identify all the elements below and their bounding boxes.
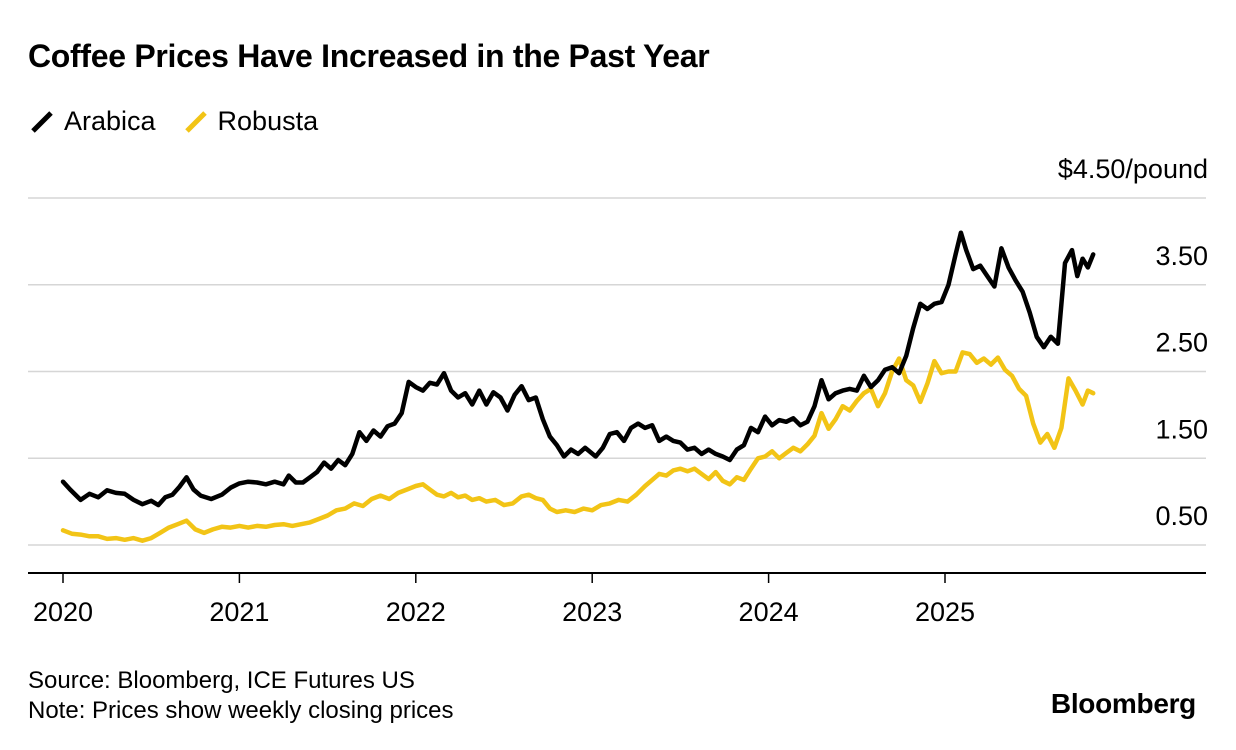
y-axis-ticks: $4.50/pound 3.50 2.50 1.50 0.50: [1058, 154, 1208, 531]
x-axis: 2020 2021 2022 2023 2024 2025: [28, 572, 1206, 627]
x-tick-label: 2022: [386, 597, 446, 627]
x-tick-label: 2021: [209, 597, 269, 627]
source-note: Source: Bloomberg, ICE Futures US: [28, 667, 415, 694]
legend-item-robusta: Robusta: [182, 106, 319, 137]
bloomberg-logo: Bloomberg: [1050, 688, 1196, 719]
legend-label-robusta: Robusta: [217, 106, 319, 136]
legend: Arabica Robusta: [28, 106, 344, 137]
series-lines: [60, 230, 1096, 543]
y-tick-label: 2.50: [1155, 328, 1208, 358]
series-line-robusta: [60, 350, 1096, 543]
x-tick-label: 2023: [562, 597, 622, 627]
y-tick-label: 1.50: [1155, 414, 1208, 444]
y-tick-label: 3.50: [1155, 241, 1208, 271]
y-tick-label: 0.50: [1155, 501, 1208, 531]
legend-item-arabica: Arabica: [28, 106, 156, 137]
legend-label-arabica: Arabica: [64, 106, 156, 136]
legend-swatch-robusta: [184, 110, 207, 133]
y-tick-label: $4.50/pound: [1058, 154, 1208, 184]
series-line-arabica: [60, 230, 1096, 508]
x-tick-label: 2024: [739, 597, 799, 627]
x-tick-label: 2020: [33, 597, 93, 627]
chart-title: Coffee Prices Have Increased in the Past…: [28, 38, 710, 74]
x-tick-label: 2025: [915, 597, 975, 627]
legend-swatch-arabica: [31, 110, 53, 133]
methodology-note: Note: Prices show weekly closing prices: [28, 697, 454, 724]
gridlines: [28, 197, 1206, 546]
